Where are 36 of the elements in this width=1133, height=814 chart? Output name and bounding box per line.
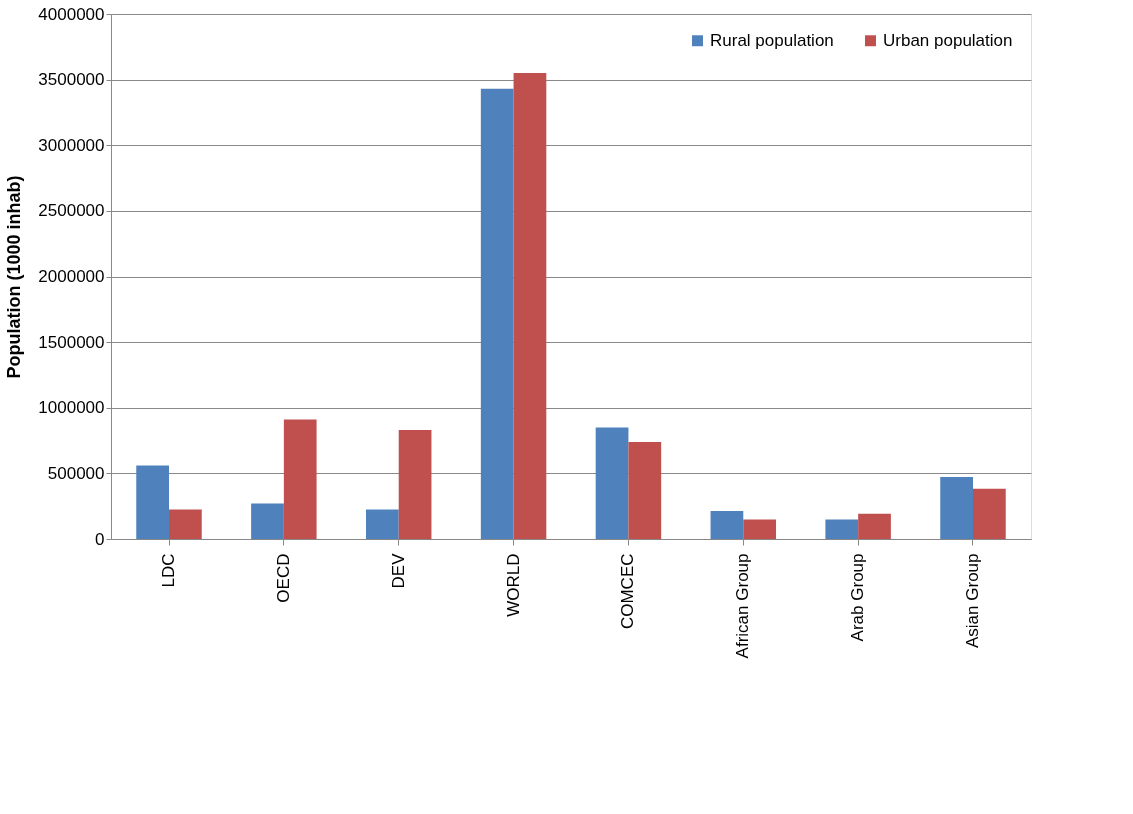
y-tick-label: 2000000: [38, 267, 105, 286]
y-tick-label: 1500000: [38, 332, 105, 352]
x-tick-label: WORLD: [503, 553, 523, 617]
bar: [595, 427, 629, 539]
x-tick-label: Asian Group: [963, 553, 982, 648]
bar: [136, 465, 169, 539]
y-tick-label: 500000: [47, 463, 105, 483]
bar: [365, 509, 399, 539]
legend-label: Rural population: [710, 30, 834, 50]
bar: [283, 419, 317, 539]
bar: [973, 488, 1006, 539]
bar: [825, 519, 859, 539]
x-tick-label: LDC: [159, 553, 178, 588]
bar: [743, 519, 777, 539]
x-tick-label: African Group: [733, 553, 753, 659]
y-tick-label: 0: [95, 529, 105, 549]
y-axis-title: Population (1000 inhab): [4, 175, 25, 379]
bar: [480, 88, 514, 539]
x-tick-label: DEV: [388, 552, 408, 589]
y-tick-label: 1000000: [38, 398, 105, 418]
bar: [169, 509, 202, 539]
y-tick-label: 4000000: [38, 4, 105, 24]
bar: [628, 441, 662, 539]
legend-label: Urban population: [883, 30, 1013, 50]
x-tick-label: OECD: [273, 553, 293, 603]
y-tick-label: 3000000: [38, 135, 105, 155]
x-tick-label: Arab Group: [848, 553, 868, 642]
y-tick-label: 3500000: [38, 70, 105, 90]
bar: [513, 73, 547, 539]
y-tick-label: 2500000: [38, 201, 105, 221]
bar: [710, 511, 744, 539]
bar: [940, 477, 973, 539]
bar: [398, 430, 432, 539]
x-tick-label: COMCEC: [618, 553, 638, 630]
bar: [858, 513, 891, 539]
bar: [251, 503, 284, 539]
